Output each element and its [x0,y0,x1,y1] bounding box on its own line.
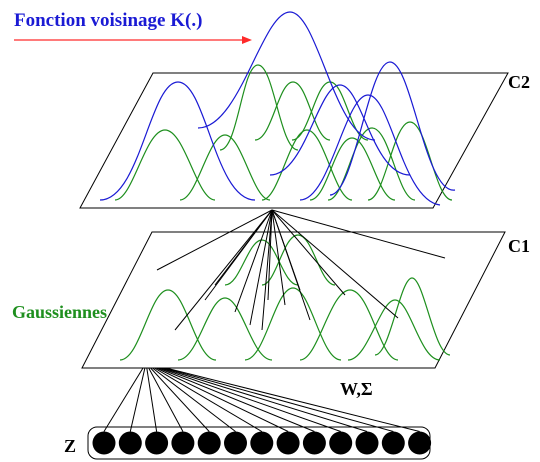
input-connection-line [129,367,146,432]
input-connection-line [159,367,341,432]
input-connection-line [152,367,236,432]
layer-c1-plane [81,231,506,369]
input-connection-line [148,367,184,432]
input-node [250,431,274,455]
input-connection-line [165,367,420,432]
input-node [355,431,379,455]
input-nodes [92,431,432,455]
input-node [302,431,326,455]
input-node [224,431,247,455]
input-connection-line [154,367,263,432]
input-connection-line [150,367,210,432]
input-connection-line [161,367,368,432]
input-node [92,431,116,455]
input-connection-line [158,367,315,432]
input-node [145,431,169,455]
input-connection-lines [103,367,420,432]
input-label: Z [64,436,76,456]
input-node [329,431,353,455]
c2-green-gaussians [114,64,453,201]
layer-c2-label: C2 [508,72,530,92]
layer-c2-plane [79,72,509,209]
input-node [276,431,300,455]
c1-green-gaussians [119,234,451,361]
title-label: Fonction voisinage K(.) [14,10,202,31]
input-node [118,431,142,455]
c1-connection-lines [156,209,446,331]
c2-blue-neighborhoods [99,11,456,206]
layer-c1-label: C1 [508,236,530,256]
input-node [197,431,221,455]
input-connection-line [146,367,158,432]
gaussians-label: Gaussiennes [12,302,107,322]
input-connection-line [103,367,144,432]
weights-label: W,Σ [340,379,373,399]
input-connection-line [163,367,394,432]
input-node [408,431,432,455]
arrow-icon [14,36,252,44]
input-connection-line [156,367,289,432]
input-node [171,431,195,455]
input-node [381,431,405,455]
